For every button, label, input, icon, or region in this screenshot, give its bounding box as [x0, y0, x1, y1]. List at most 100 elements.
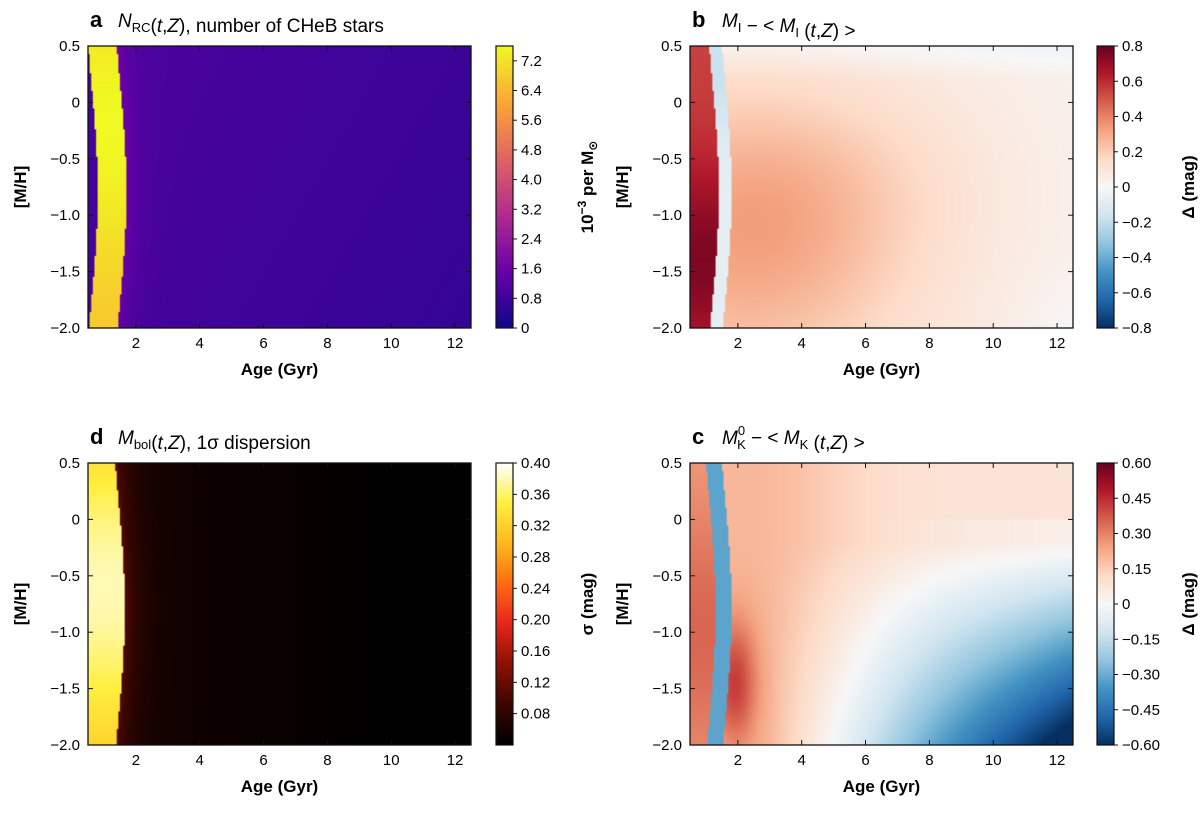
x-tick-label: 12 [447, 335, 464, 352]
heatmap-field [88, 46, 471, 328]
colorbar-tick-label: 6.4 [521, 83, 542, 100]
colorbar-tick-label: 0.8 [521, 290, 542, 307]
colorbar-tick-label: 0.40 [521, 455, 550, 472]
y-tick-label: 0 [72, 511, 80, 528]
x-tick-label: 8 [323, 752, 331, 769]
y-axis-label: [M/H] [11, 583, 30, 625]
panel-letter: b [692, 7, 705, 32]
x-tick-label: 4 [196, 335, 204, 352]
panel-title: b MI − < MI (t,Z) > [692, 7, 855, 42]
x-axis-label: Age (Gyr) [843, 777, 920, 796]
x-tick-label: 12 [1049, 335, 1066, 352]
y-tick-label: 0.5 [59, 455, 80, 472]
colorbar-tick-label: 0 [521, 320, 529, 337]
y-tick-label: 0.5 [661, 38, 682, 55]
colorbar-tick-label: 0.15 [1122, 561, 1151, 578]
y-tick-label: −0.5 [652, 151, 682, 168]
colorbar-tick-label: −0.60 [1122, 737, 1160, 754]
y-tick-label: −2.0 [50, 320, 80, 337]
colorbar-tick-label: 0.60 [1122, 455, 1151, 472]
colorbar-tick-label: 0.45 [1122, 490, 1151, 507]
y-tick-label: 0.5 [59, 38, 80, 55]
colorbar-tick-label: −0.4 [1122, 250, 1152, 267]
colorbar-tick-label: 0 [1122, 179, 1130, 196]
x-tick-label: 10 [985, 752, 1002, 769]
panel-title-text: NRC(t,Z), number of CHeB stars [118, 11, 384, 37]
y-tick-label: −1.5 [50, 264, 80, 281]
colorbar-tick-label: −0.6 [1122, 285, 1152, 302]
colorbar-tick-label: −0.15 [1122, 631, 1160, 648]
panel-letter: c [692, 424, 704, 449]
x-tick-label: 12 [1049, 752, 1066, 769]
colorbar-tick-label: 0.28 [521, 549, 550, 566]
x-tick-label: 2 [734, 335, 742, 352]
colorbar-tick-label: 7.2 [521, 53, 542, 70]
colorbar-tick-label: 0.8 [1122, 38, 1143, 55]
y-axis-label: [M/H] [613, 166, 632, 208]
colorbar-tick-label: 1.6 [521, 261, 542, 278]
x-tick-label: 10 [383, 335, 400, 352]
colorbar [1096, 45, 1115, 329]
colorbar-tick-label: 0.12 [521, 674, 550, 691]
x-tick-label: 6 [259, 752, 267, 769]
colorbar-tick-label: 0.08 [521, 706, 550, 723]
x-tick-label: 2 [132, 752, 140, 769]
colorbar-tick-label: 0.20 [521, 612, 550, 629]
plot-frame [689, 45, 1074, 329]
colorbar-tick-label: 0.6 [1122, 73, 1143, 90]
panel-title-text: M0 K − < MK (t,Z) > [722, 423, 865, 454]
heatmap-field [690, 46, 1073, 328]
y-axis-label: [M/H] [11, 166, 30, 208]
colorbar-label: Δ (mag) [1179, 572, 1198, 635]
colorbar-label: 10−3 per M⊙ [575, 141, 600, 234]
y-tick-label: −1.5 [652, 681, 682, 698]
x-axis-label: Age (Gyr) [843, 360, 920, 379]
colorbar-tick-label: −0.2 [1122, 214, 1152, 231]
panel-letter: a [90, 7, 103, 32]
panel-title-text: Mbol(t,Z), 1σ dispersion [118, 428, 311, 454]
y-tick-label: −0.5 [50, 151, 80, 168]
colorbar-tick-label: 2.4 [521, 231, 542, 248]
x-tick-label: 4 [798, 752, 806, 769]
colorbar-tick-label: 0.36 [521, 486, 550, 503]
y-tick-label: 0 [72, 94, 80, 111]
x-tick-label: 8 [925, 752, 933, 769]
colorbar-tick-label: 0.24 [521, 580, 550, 597]
panel-title: c M0 K − < MK (t,Z) > [692, 423, 865, 454]
y-axis-label: [M/H] [613, 583, 632, 625]
heatmap-field [88, 463, 471, 745]
x-tick-label: 4 [798, 335, 806, 352]
x-tick-label: 2 [734, 752, 742, 769]
colorbar-tick-label: −0.45 [1122, 702, 1160, 719]
y-tick-label: −2.0 [652, 737, 682, 754]
colorbar-tick-label: 0.4 [1122, 109, 1143, 126]
y-tick-label: −2.0 [652, 320, 682, 337]
x-tick-label: 6 [861, 335, 869, 352]
x-tick-label: 6 [861, 752, 869, 769]
colorbar-tick-label: 5.6 [521, 112, 542, 129]
panel-letter: d [90, 424, 103, 449]
colorbar [1096, 462, 1115, 746]
y-tick-label: −2.0 [50, 737, 80, 754]
colorbar-tick-label: 0 [1122, 596, 1130, 613]
colorbar-label: σ (mag) [578, 573, 597, 636]
colorbar-tick-label: 0.16 [521, 643, 550, 660]
x-axis-label: Age (Gyr) [241, 777, 318, 796]
x-tick-label: 10 [383, 752, 400, 769]
colorbar-tick-label: 3.2 [521, 201, 542, 218]
y-tick-label: 0 [674, 94, 682, 111]
y-tick-label: −1.5 [50, 681, 80, 698]
y-tick-label: 0 [674, 511, 682, 528]
colorbar-tick-label: 4.8 [521, 142, 542, 159]
panel-title: a NRC(t,Z), number of CHeB stars [90, 7, 384, 37]
plot-frame [689, 462, 1074, 746]
x-axis-label: Age (Gyr) [241, 360, 318, 379]
colorbar-label: Δ (mag) [1179, 155, 1198, 218]
y-tick-label: −0.5 [50, 568, 80, 585]
y-tick-label: 0.5 [661, 455, 682, 472]
panel-title-text: MI − < MI (t,Z) > [722, 11, 855, 42]
y-tick-label: −1.0 [652, 624, 682, 641]
x-tick-label: 8 [323, 335, 331, 352]
colorbar-tick-label: −0.8 [1122, 320, 1152, 337]
colorbar-tick-label: 0.30 [1122, 526, 1151, 543]
